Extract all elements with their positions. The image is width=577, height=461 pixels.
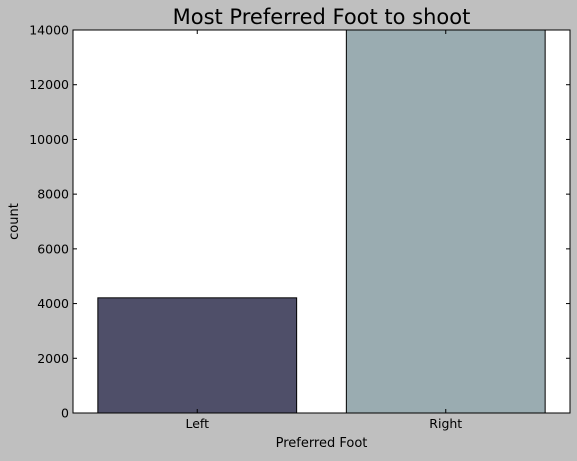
y-tick-label: 6000 <box>37 241 69 256</box>
y-tick-label: 0 <box>61 406 69 421</box>
x-tick-label: Right <box>429 416 462 431</box>
ticks-layer: Left Right 0 2000 4000 6000 8000 10000 12000 1400… <box>29 23 570 431</box>
x-axis-label: Preferred Foot <box>276 436 368 451</box>
plot-frame <box>72 29 571 414</box>
chart-title: Most Preferred Foot to shoot <box>173 5 471 29</box>
y-tick-label: 4000 <box>37 296 69 311</box>
y-tick-label: 12000 <box>29 77 69 92</box>
y-axis-label: count <box>7 203 22 240</box>
bar-right <box>345 29 546 414</box>
y-tick-label: 2000 <box>37 351 69 366</box>
x-tick-label: Left <box>185 416 209 431</box>
y-tick-label: 10000 <box>29 132 69 147</box>
bar-left <box>97 297 298 414</box>
y-tick-label: 8000 <box>37 187 69 202</box>
y-tick-label: 14000 <box>29 23 69 38</box>
